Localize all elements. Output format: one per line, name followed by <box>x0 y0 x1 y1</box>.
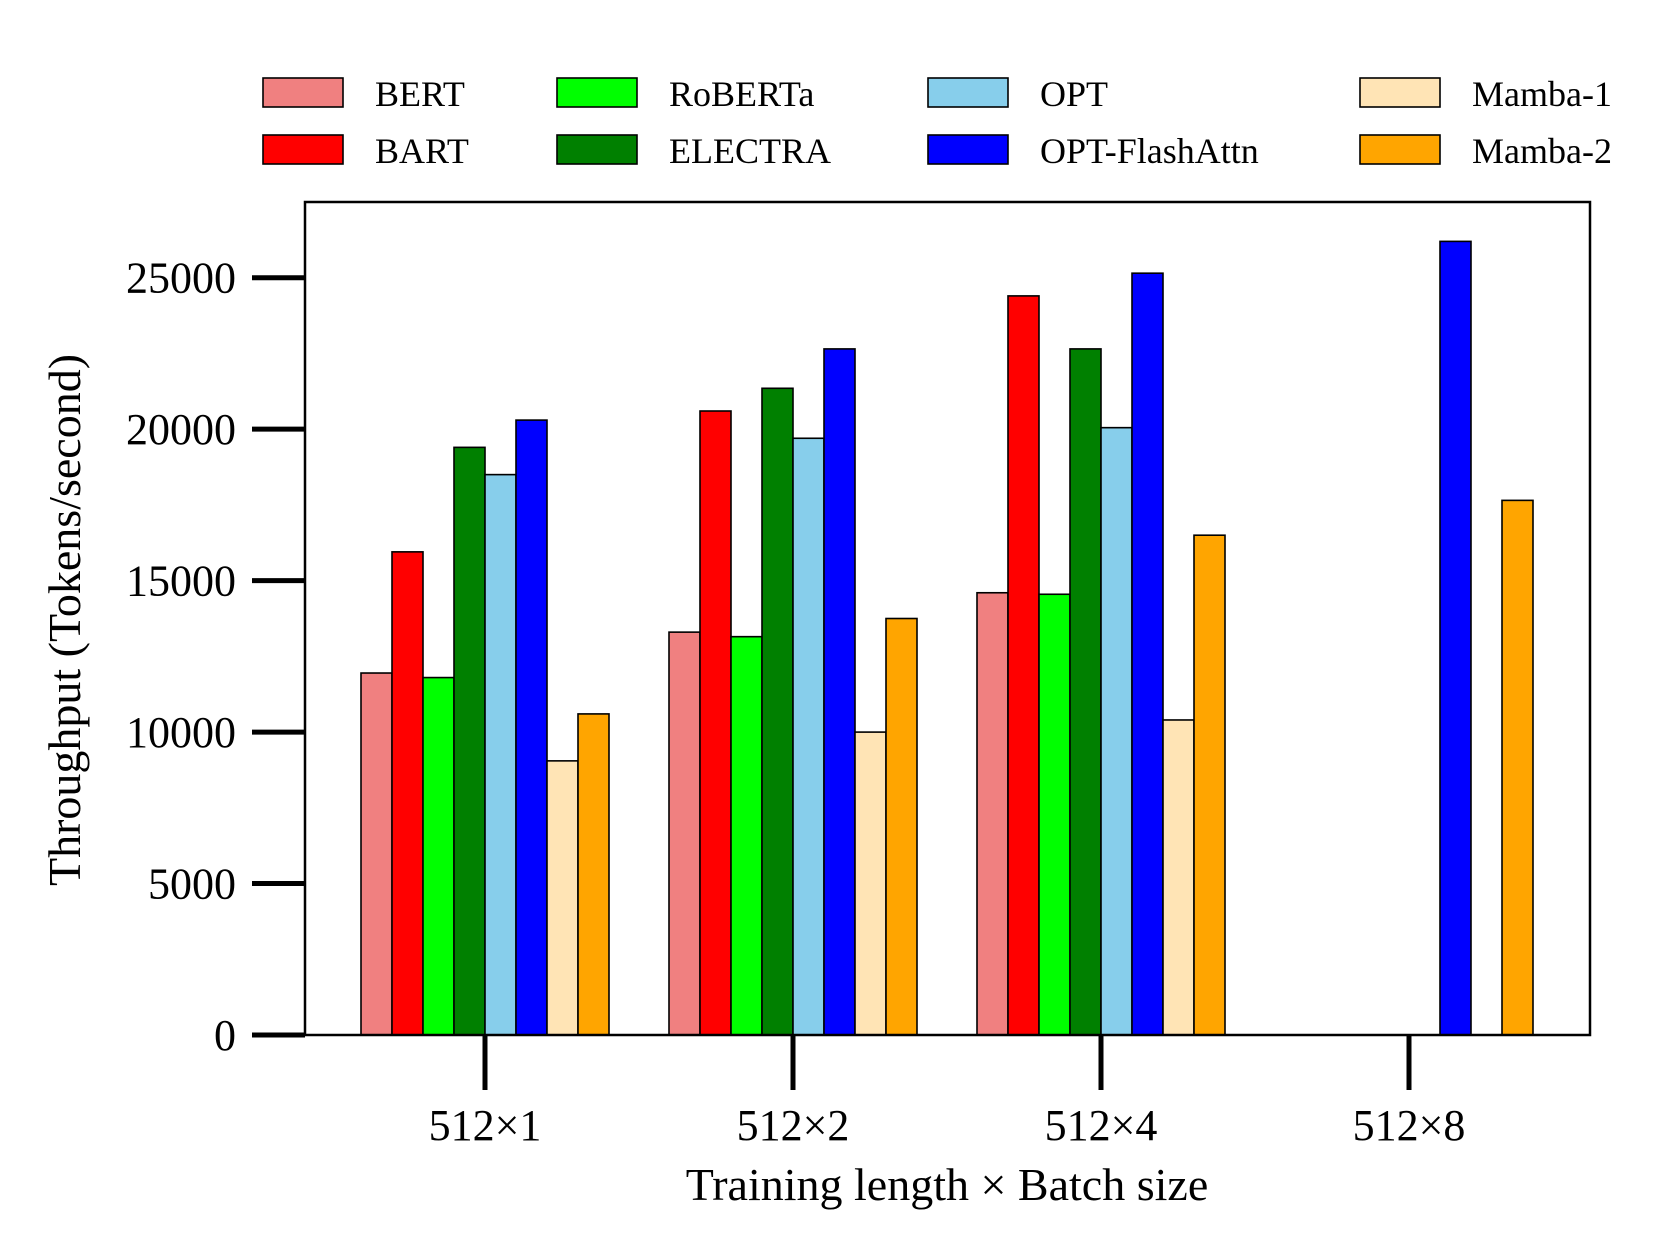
legend-label-opt-flashattn: OPT-FlashAttn <box>1040 131 1259 171</box>
legend-swatch-opt <box>927 77 1009 108</box>
legend-swatch-mamba-1 <box>1359 77 1441 108</box>
bar-bert-512-4 <box>976 591 1009 1036</box>
bar-mamba-2-512-8 <box>1501 499 1534 1036</box>
legend-swatch-opt-flashattn <box>927 134 1009 165</box>
y-tick-label: 20000 <box>126 405 236 454</box>
x-axis: 512×1 512×2 512×4 512×8 <box>429 1035 1466 1150</box>
bar-mamba-2-512-1 <box>577 713 610 1036</box>
legend: BERT BART RoBERTa ELECTRA OPT OPT-FlashAttn Ma… <box>262 74 1612 171</box>
bars <box>360 240 1534 1036</box>
bar-electra-512-2 <box>761 387 794 1036</box>
legend-label-electra: ELECTRA <box>669 131 831 171</box>
y-tick-label: 15000 <box>126 557 236 606</box>
y-tick-label: 0 <box>214 1011 236 1060</box>
legend-label-bart: BART <box>375 131 469 171</box>
legend-label-mamba-1: Mamba-1 <box>1472 74 1612 114</box>
x-axis-title: Training length × Batch size <box>686 1159 1209 1210</box>
bar-mamba-1-512-4 <box>1162 719 1195 1036</box>
legend-label-opt: OPT <box>1040 74 1108 114</box>
bar-opt-flashattn-512-8 <box>1439 240 1472 1036</box>
legend-label-mamba-2: Mamba-2 <box>1472 131 1612 171</box>
legend-swatch-mamba-2 <box>1359 134 1441 165</box>
legend-swatch-bert <box>262 77 344 108</box>
bar-opt-flashattn-512-2 <box>823 348 856 1036</box>
bar-mamba-2-512-4 <box>1193 534 1226 1036</box>
x-tick-label: 512×4 <box>1045 1101 1158 1150</box>
bar-bart-512-1 <box>391 551 424 1036</box>
y-tick-label: 25000 <box>126 254 236 303</box>
x-tick-label: 512×1 <box>429 1101 542 1150</box>
y-tick-label: 5000 <box>148 860 236 909</box>
legend-swatch-electra <box>556 134 638 165</box>
bar-roberta-512-1 <box>422 676 455 1036</box>
bar-opt-512-2 <box>792 437 825 1036</box>
legend-swatch-roberta <box>556 77 638 108</box>
y-tick-label: 10000 <box>126 708 236 757</box>
bar-electra-512-1 <box>453 446 486 1036</box>
bar-mamba-2-512-2 <box>885 617 918 1036</box>
legend-label-bert: BERT <box>375 74 465 114</box>
bar-bert-512-2 <box>668 631 701 1036</box>
x-tick-label: 512×2 <box>737 1101 850 1150</box>
bar-opt-flashattn-512-4 <box>1131 272 1164 1036</box>
bar-mamba-1-512-1 <box>546 760 579 1036</box>
y-axis: 0 5000 10000 15000 20000 25000 <box>126 254 305 1060</box>
bar-electra-512-4 <box>1069 348 1102 1036</box>
legend-swatch-bart <box>262 134 344 165</box>
bar-bert-512-1 <box>360 672 393 1036</box>
bar-mamba-1-512-2 <box>854 731 887 1036</box>
legend-label-roberta: RoBERTa <box>669 74 814 114</box>
y-axis-title: Throughput (Tokens/second) <box>39 354 90 886</box>
x-tick-label: 512×8 <box>1353 1101 1466 1150</box>
bar-bart-512-2 <box>699 410 732 1036</box>
bar-roberta-512-2 <box>730 635 763 1036</box>
bar-roberta-512-4 <box>1038 593 1071 1036</box>
plot-frame <box>303 200 1592 1037</box>
bar-opt-flashattn-512-1 <box>515 419 548 1036</box>
bar-opt-512-4 <box>1100 426 1133 1036</box>
bar-opt-512-1 <box>484 473 517 1036</box>
bar-bart-512-4 <box>1007 295 1040 1036</box>
